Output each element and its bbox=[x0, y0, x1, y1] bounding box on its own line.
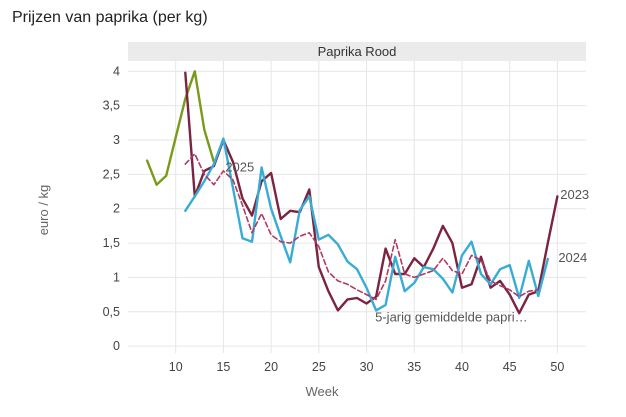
series-lines bbox=[145, 70, 559, 315]
series-label-0: 2025 bbox=[225, 159, 254, 174]
series-label-2: 2024 bbox=[558, 250, 587, 265]
x-tick-label: 35 bbox=[407, 360, 421, 374]
y-tick-label: 4 bbox=[113, 64, 120, 78]
y-tick-label: 0 bbox=[113, 339, 120, 353]
x-tick-label: 30 bbox=[360, 360, 374, 374]
y-tick-label: 3,5 bbox=[103, 99, 120, 113]
chart-title: Prijzen van paprika (per kg) bbox=[12, 9, 208, 26]
y-tick-label: 1,5 bbox=[103, 236, 120, 250]
series-line-3 bbox=[184, 153, 540, 301]
y-tick-labels: 0 0,5 1 1,5 2 2,5 3 3,5 4 bbox=[103, 64, 120, 353]
series-labels: 2025 2023 2024 5-jarig gemiddelde papri… bbox=[225, 159, 589, 324]
x-tick-label: 40 bbox=[455, 360, 469, 374]
x-tick-label: 50 bbox=[550, 360, 564, 374]
y-tick-label: 0,5 bbox=[103, 305, 120, 319]
series-line-0 bbox=[145, 70, 216, 186]
panel-strip bbox=[128, 42, 586, 61]
y-axis-title: euro / kg bbox=[36, 185, 51, 236]
x-tick-labels: 10 15 20 25 30 35 40 45 50 bbox=[169, 360, 565, 374]
series-label-3: 5-jarig gemiddelde papri… bbox=[375, 309, 527, 324]
series-line-2 bbox=[184, 137, 549, 312]
x-tick-label: 15 bbox=[216, 360, 230, 374]
y-tick-label: 2 bbox=[113, 202, 120, 216]
x-tick-label: 20 bbox=[264, 360, 278, 374]
y-tick-label: 3 bbox=[113, 133, 120, 147]
x-tick-label: 45 bbox=[503, 360, 517, 374]
x-axis-title: Week bbox=[306, 384, 339, 399]
y-tick-label: 2,5 bbox=[103, 167, 120, 181]
series-label-1: 2023 bbox=[560, 187, 589, 202]
y-tick-label: 1 bbox=[113, 270, 120, 284]
x-tick-label: 25 bbox=[312, 360, 326, 374]
x-tick-label: 10 bbox=[169, 360, 183, 374]
panel-label: Paprika Rood bbox=[318, 44, 397, 59]
